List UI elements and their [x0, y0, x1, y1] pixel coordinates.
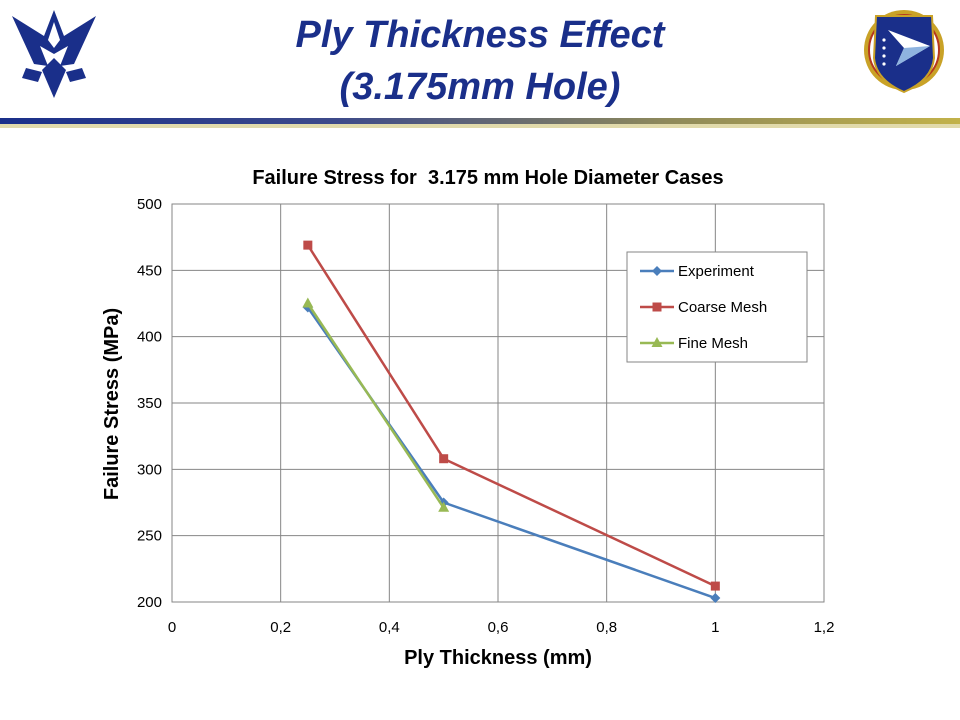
x-tick-label: 1,2 [814, 619, 835, 636]
fine-mesh-point [302, 297, 314, 308]
slide-title-line-2: (3.175mm Hole) [339, 66, 621, 108]
x-tick-label: 0,4 [379, 619, 400, 636]
y-tick-label: 350 [137, 395, 162, 412]
legend-label-experiment: Experiment [678, 263, 755, 280]
fine-mesh-line [306, 302, 445, 509]
axis-tick-labels: 0 0,2 0,4 0,6 0,8 1 1,2 200 250 300 350 400 450 500 [137, 196, 834, 636]
y-tick-label: 200 [137, 594, 162, 611]
air-force-research-laboratory-logo [864, 10, 944, 94]
x-tick-label: 1 [711, 619, 719, 636]
y-tick-label: 250 [137, 528, 162, 545]
chart-legend: Experiment Coarse Mesh Fine Mesh [626, 251, 808, 363]
y-axis-label: Failure Stress (MPa) [101, 308, 123, 500]
header-divider-bar [0, 118, 960, 128]
coarse-mesh-legend-marker [652, 302, 662, 312]
y-tick-label: 500 [137, 196, 162, 213]
y-tick-label: 400 [137, 329, 162, 346]
experiment-legend-marker [652, 266, 662, 276]
legend-label-coarse-mesh: Coarse Mesh [678, 299, 767, 316]
x-tick-label: 0,8 [596, 619, 617, 636]
fine-mesh-legend-marker [651, 337, 663, 347]
legend-label-fine-mesh: Fine Mesh [678, 335, 748, 352]
air-force-wings-logo [12, 10, 96, 98]
slide-title-line-1: Ply Thickness Effect [295, 14, 665, 56]
y-tick-label: 300 [137, 461, 162, 478]
chart-title: Failure Stress for 3.175 mm Hole Diamete… [252, 167, 723, 189]
x-tick-label: 0,2 [270, 619, 291, 636]
x-tick-label: 0,6 [488, 619, 509, 636]
coarse-mesh-point [710, 581, 720, 591]
experiment-point [710, 593, 721, 604]
chart-series [302, 240, 721, 604]
y-tick-label: 450 [137, 262, 162, 279]
x-axis-label: Ply Thickness (mm) [404, 647, 592, 669]
coarse-mesh-point [303, 240, 313, 250]
plot-area-frame [171, 203, 825, 603]
x-tick-label: 0 [168, 619, 176, 636]
coarse-mesh-point [439, 454, 449, 464]
fine-mesh-point [438, 501, 450, 512]
